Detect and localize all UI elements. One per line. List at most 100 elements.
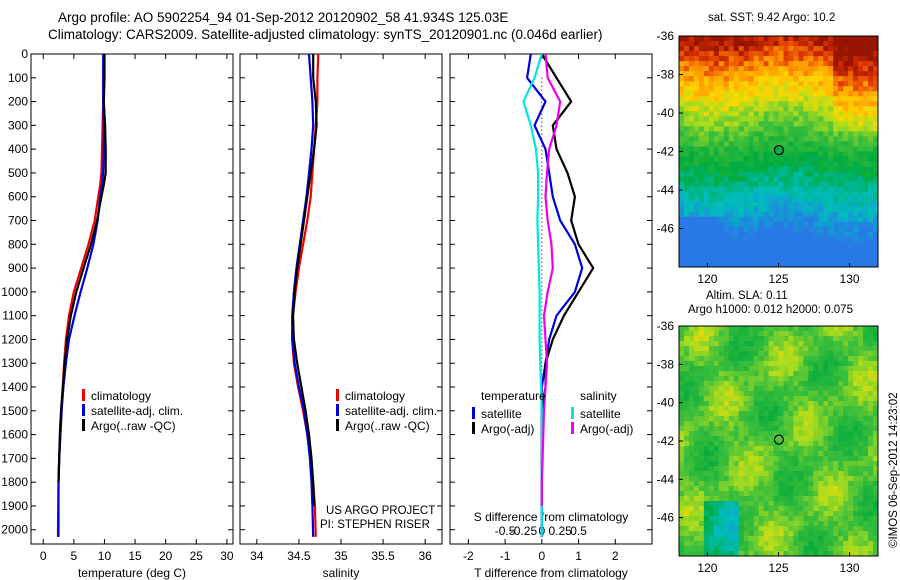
map-cell [708,466,715,472]
map-y-tick-label: -36 [657,29,675,43]
map-cell [853,371,859,377]
map-cell [843,521,849,527]
map-cell [703,151,710,157]
map-cell [743,236,750,243]
map-cell [688,386,695,392]
map-cell [838,396,844,402]
x-tick-label: 1 [575,549,582,563]
map-cell [703,91,710,97]
map-cell [853,256,859,263]
map-cell [833,186,839,193]
map-cell [733,521,740,527]
map-cell [813,486,819,492]
map-cell [698,541,705,547]
map-cell [688,351,695,357]
map-cell [813,431,819,437]
map-cell [698,41,705,47]
map-cell [873,111,879,117]
map-cell [813,191,819,198]
map-cell [778,471,784,477]
map-cell [853,346,859,352]
map-cell [818,486,824,492]
map-cell [753,101,760,107]
map-cell [813,171,819,178]
map-cell [778,326,784,332]
map-cell [679,476,685,482]
map-cell [823,136,829,142]
depth-tick-label: 600 [8,190,28,204]
map-cell [679,341,685,347]
map-cell [783,196,789,203]
map-cell [823,226,829,233]
map-cell [679,256,685,263]
map-cell [738,131,745,137]
map-cell [798,326,804,332]
map-cell [753,46,760,52]
map-cell [818,56,824,62]
map-cell [703,71,710,77]
map-cell [713,166,720,172]
map-cell [793,51,799,57]
map-cell [708,46,715,52]
map-cell [818,516,824,522]
map-cell [843,351,849,357]
map-cell [873,91,879,97]
map-cell [723,386,730,392]
map-cell [788,546,794,552]
map-cell [793,186,799,193]
map-cell [873,201,879,208]
map-cell [868,136,874,142]
map-cell [848,206,854,213]
map-cell [679,186,685,193]
map-cell [708,481,715,487]
map-cell [813,526,819,532]
map-cell [763,491,769,497]
map-cell [713,511,720,517]
map-cell [728,536,735,542]
map-cell [848,436,854,442]
map-cell [813,121,819,127]
map-cell [758,166,764,172]
map-cell [838,246,844,253]
map-cell [723,186,730,193]
map-cell [693,126,700,132]
map-cell [708,426,715,432]
map-cell [679,181,685,188]
map-cell [708,206,715,213]
map-cell [773,406,779,412]
map-cell [823,101,829,107]
map-cell [703,486,710,492]
map-cell [858,231,864,238]
map-cell [853,211,859,218]
map-cell [863,436,869,442]
map-cell [728,111,735,117]
map-cell [683,461,690,467]
map-cell [873,36,879,42]
map-cell [833,131,839,137]
map-cell [743,76,750,82]
map-cell [768,166,774,172]
map-cell [868,426,874,432]
map-cell [713,376,720,382]
map-cell [828,396,834,402]
map-cell [808,96,814,102]
map-cell [683,491,690,497]
map-cell [683,401,690,407]
map-cell [713,486,720,492]
depth-tick-label: 700 [8,214,28,228]
map-cell [723,211,730,218]
map-cell [833,386,839,392]
map-cell [773,226,779,233]
map-cell [818,36,824,42]
map-cell [708,136,715,142]
map-cell [763,501,769,507]
map-cell [828,171,834,178]
map-cell [693,516,700,522]
map-cell [873,546,879,552]
map-cell [758,156,764,162]
map-cell [778,71,784,77]
map-cell [778,546,784,552]
map-cell [703,176,710,183]
map-cell [843,366,849,372]
map-cell [698,131,705,137]
